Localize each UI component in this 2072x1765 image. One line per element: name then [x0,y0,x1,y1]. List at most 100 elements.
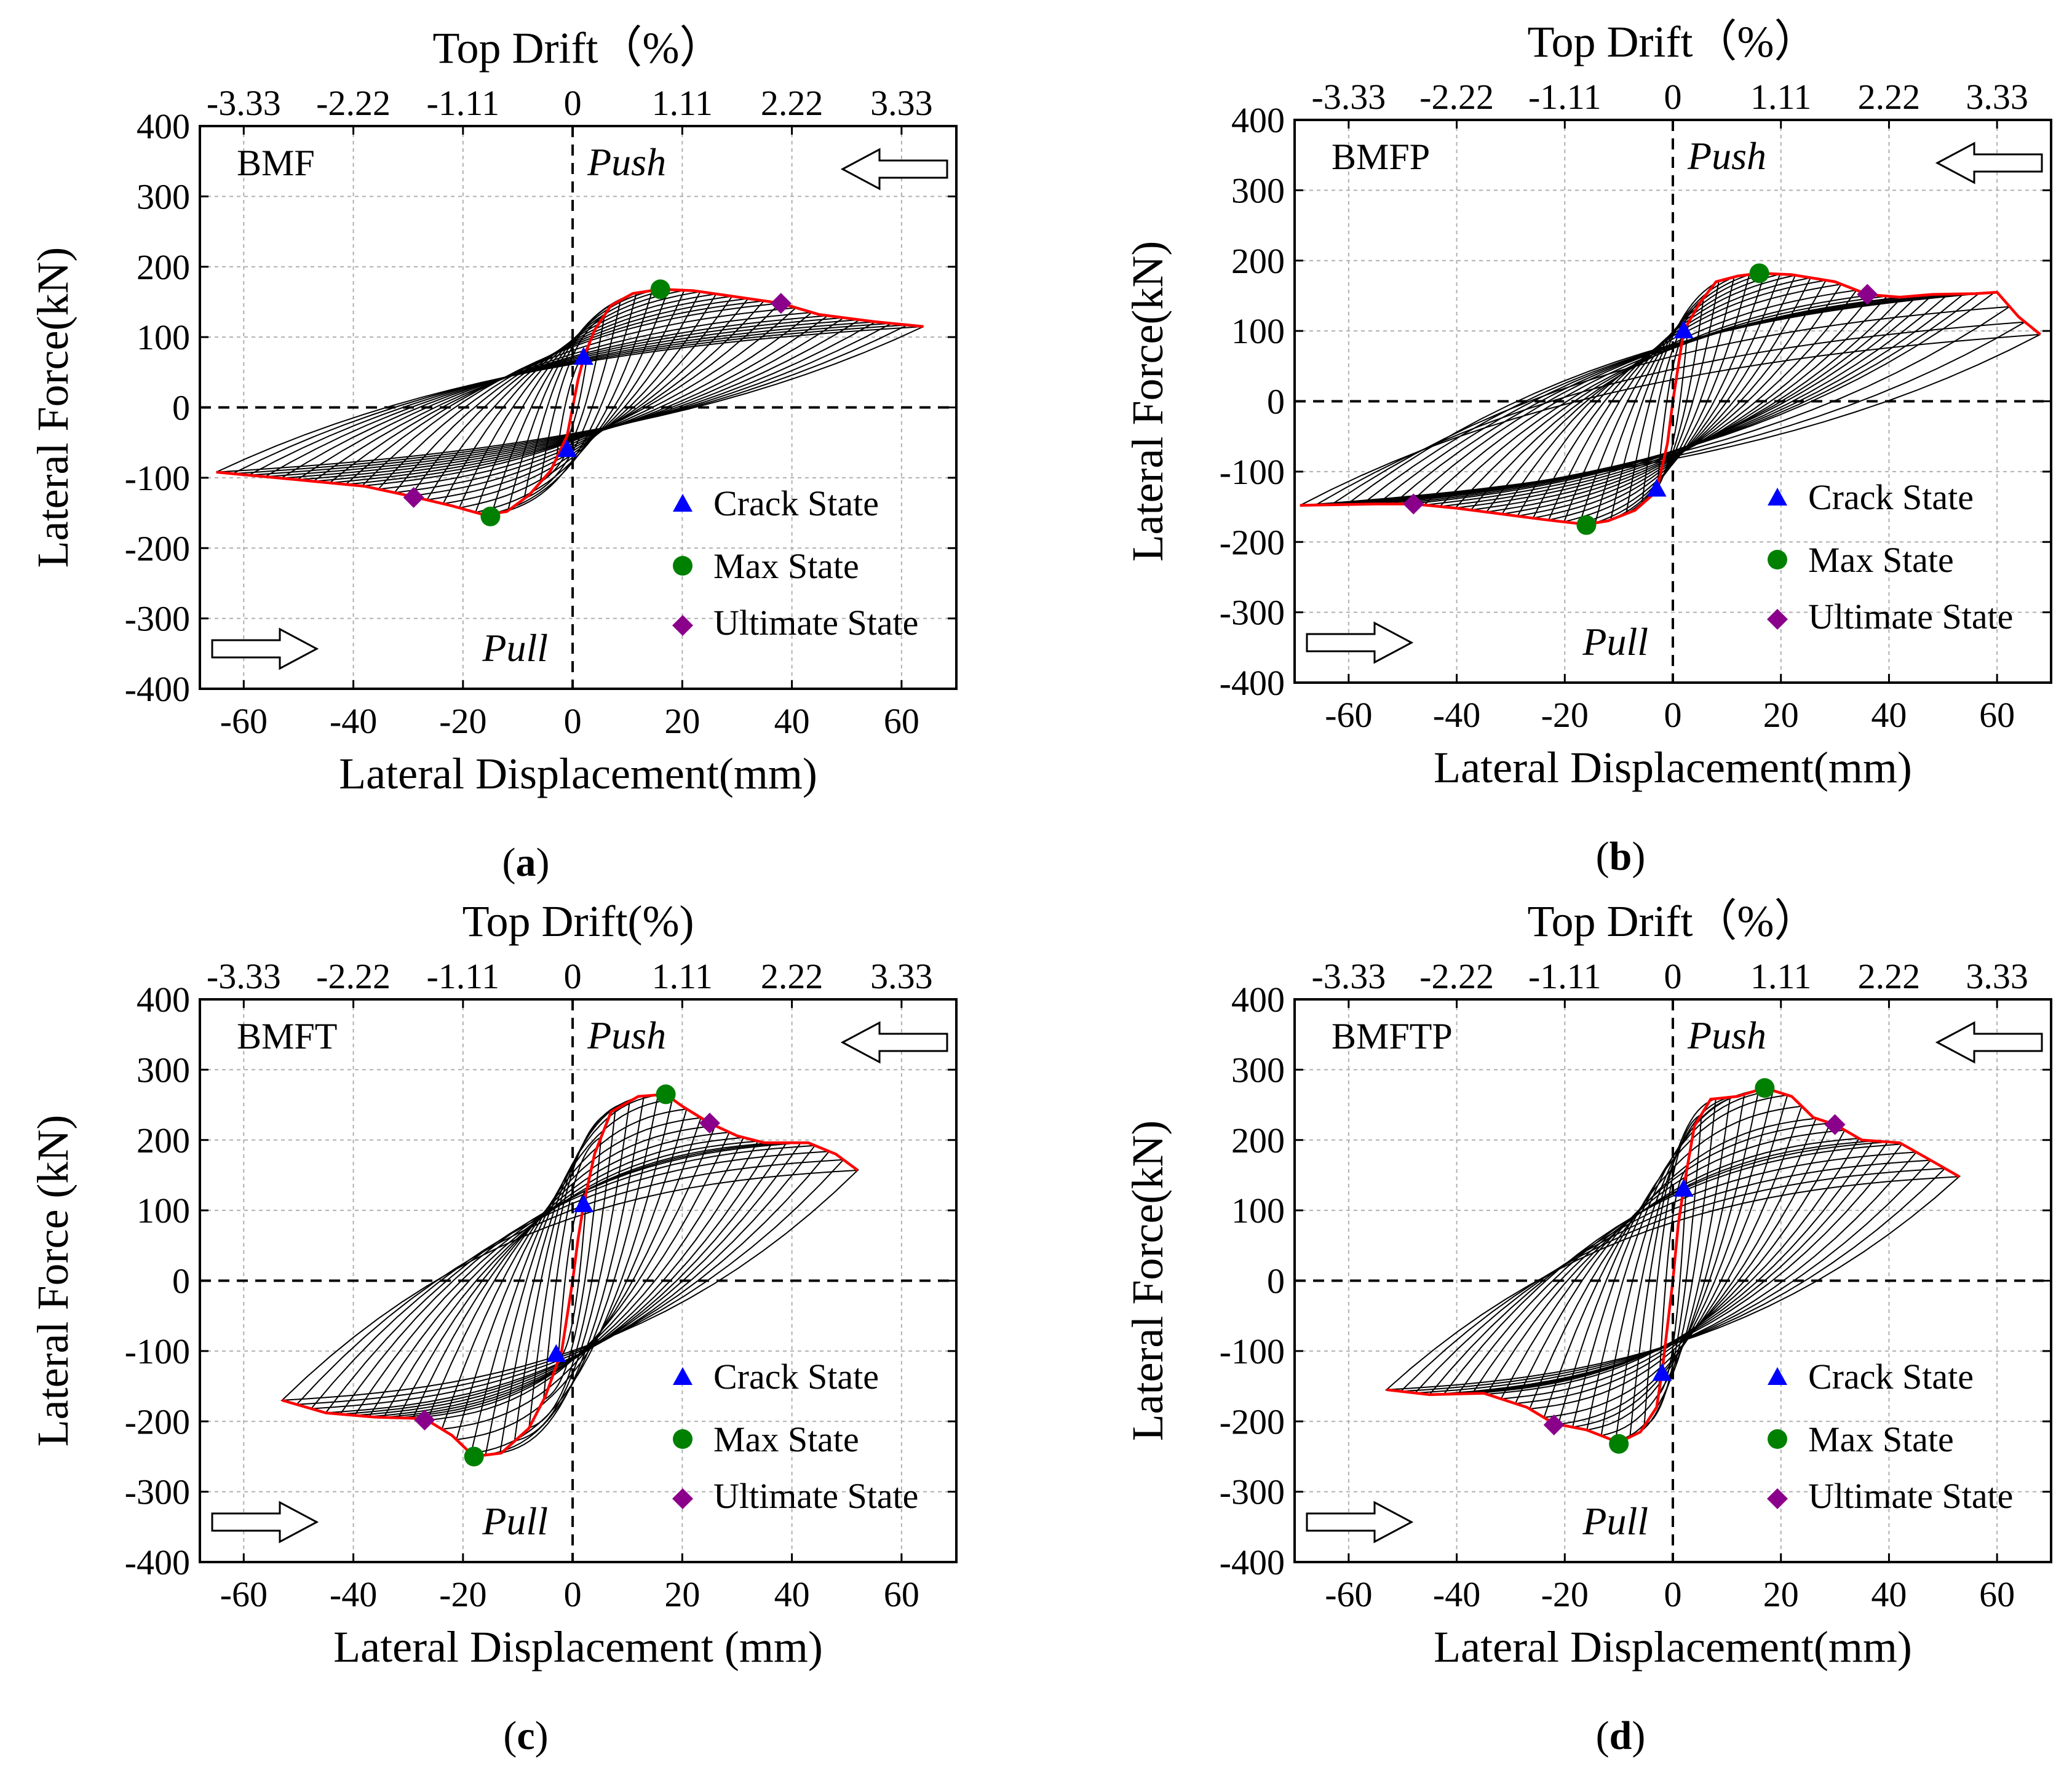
push-label: Push [1687,1013,1766,1057]
crack-state-marker [1652,1363,1672,1381]
hysteresis-loop [280,1169,860,1402]
x2-tick-label: -1.11 [1528,956,1602,996]
y-tick-label: -100 [1220,1331,1285,1371]
envelope-curve [216,288,924,517]
crack-state-marker [573,347,593,365]
max-state-marker [656,1084,676,1105]
x2-axis-label: Top Drift（%） [433,23,724,73]
x-tick-label: 60 [884,701,919,741]
y-tick-label: 400 [137,106,190,146]
max-state-marker [1609,1434,1629,1454]
x-tick-label: 40 [774,701,810,741]
hysteresis-loop [1407,293,1935,505]
y-tick-label: -400 [125,669,190,709]
pull-label: Pull [482,626,548,670]
x2-tick-label: -2.22 [1419,77,1494,117]
x-tick-label: 40 [1871,695,1907,735]
x2-axis-label: Top Drift（%） [1528,17,1819,66]
push-label: Push [587,1013,666,1057]
push-arrow-icon [840,1021,948,1064]
x-tick-label: 0 [1664,695,1682,735]
x-axis-label: Lateral Displacement (mm) [333,1622,823,1672]
y-tick-label: -200 [125,1402,190,1442]
y-tick-label: -400 [1220,1542,1285,1582]
y-tick-label: 400 [137,980,190,1020]
x2-tick-label: 1.11 [652,83,713,123]
ultimate-state-marker [1403,493,1424,515]
x2-tick-label: 3.33 [1966,77,2028,117]
legend-crack-icon [1768,488,1787,506]
y-tick-label: -100 [125,1331,190,1371]
crack-state-marker [1673,320,1694,339]
legend-crack-label: Crack State [713,1357,879,1397]
y-tick-label: 100 [1231,311,1285,351]
x-tick-label: 20 [1763,695,1799,735]
specimen-label: BMFP [1332,137,1430,177]
x-tick-label: -60 [220,1574,268,1614]
x-axis-label: Lateral Displacement(mm) [339,749,817,798]
y-axis-label: Lateral Force(kN) [28,247,77,568]
y-axis-label: Lateral Force(kN) [1123,241,1172,562]
y-tick-label: 200 [137,1120,190,1160]
y-tick-label: 300 [1231,170,1285,210]
ultimate-state-marker [1857,284,1878,305]
y-tick-label: 100 [137,1191,190,1231]
legend-crack-label: Crack State [1808,477,1974,517]
ultimate-state-marker [770,293,792,314]
pull-label: Pull [482,1499,548,1543]
y-tick-label: 0 [1267,382,1285,422]
y-tick-label: 400 [1231,980,1285,1020]
legend-max-icon [1768,1429,1787,1449]
y-tick-label: 200 [137,247,190,287]
x2-tick-label: 0 [564,956,582,996]
legend-ultimate-label: Ultimate State [1808,597,2013,637]
panel-caption: (b) [1595,834,1646,879]
x-tick-label: 40 [1871,1574,1907,1614]
y-tick-label: 0 [172,1261,190,1301]
pull-arrow-icon [1306,1501,1414,1544]
hysteresis-loop [1375,293,1966,505]
legend-ultimate-label: Ultimate State [713,1476,918,1516]
y-tick-label: -100 [1220,452,1285,492]
pull-label: Pull [1582,620,1648,664]
x2-tick-label: -1.11 [1528,77,1602,117]
hysteresis-chart: -60 -40 -20 0 20 40 60-3.33 -2.22 -1.11 0 1.11 2.22… [28,897,958,1672]
crack-state-marker [573,1194,593,1212]
y-tick-label: -200 [125,528,190,568]
y-tick-label: -100 [125,458,190,498]
crack-state-marker [546,1344,566,1362]
x2-tick-label: 3.33 [870,956,933,996]
push-label: Push [1687,134,1766,178]
y-tick-label: 0 [1267,1261,1285,1301]
hysteresis-chart: -60 -40 -20 0 20 40 60-3.33 -2.22 -1.11 0 1.11 2.22… [28,23,958,798]
y-tick-label: 300 [1231,1050,1285,1090]
pull-arrow-icon [1306,621,1414,664]
x2-tick-label: -3.33 [207,83,281,123]
x-tick-label: 20 [664,701,700,741]
y-tick-label: 300 [137,1050,190,1090]
panel-caption: (d) [1595,1713,1646,1758]
chart-panel-b: -60 -40 -20 0 20 40 60 -3.33 -2.22 -1.11 0 1.11 2.22… [1107,6,2072,879]
legend-max-icon [673,556,693,576]
panel-caption: (a) [502,840,550,885]
x2-tick-label: 3.33 [1966,956,2028,996]
specimen-label: BMFT [237,1016,337,1057]
legend-crack-icon [673,1367,693,1385]
chart-panel-d: -60 -40 -20 0 20 40 60 -3.33 -2.22 -1.11 0 1.11 2.22… [1107,886,2072,1759]
y-tick-label: 400 [1231,100,1285,140]
x-tick-label: 0 [564,701,582,741]
x-tick-label: 60 [1979,1574,2015,1614]
max-state-marker [650,279,670,299]
x-tick-label: -40 [1433,695,1480,735]
crack-state-marker [1673,1178,1694,1197]
ultimate-state-marker [403,486,424,508]
x2-axis-label: Top Drift（%） [1528,897,1819,946]
x2-tick-label: -2.22 [1419,956,1494,996]
y-tick-label: 200 [1231,1120,1285,1160]
chart-panel-a: -60 -40 -20 0 20 40 60 -3.33 -2.22 -1.11 0 1.11 2.22… [12,12,1039,886]
max-state-marker [1755,1078,1775,1098]
x-tick-label: -40 [1433,1574,1480,1614]
x-tick-label: 0 [564,1574,582,1614]
crack-state-marker [557,439,578,458]
legend-ultimate-label: Ultimate State [713,603,918,643]
